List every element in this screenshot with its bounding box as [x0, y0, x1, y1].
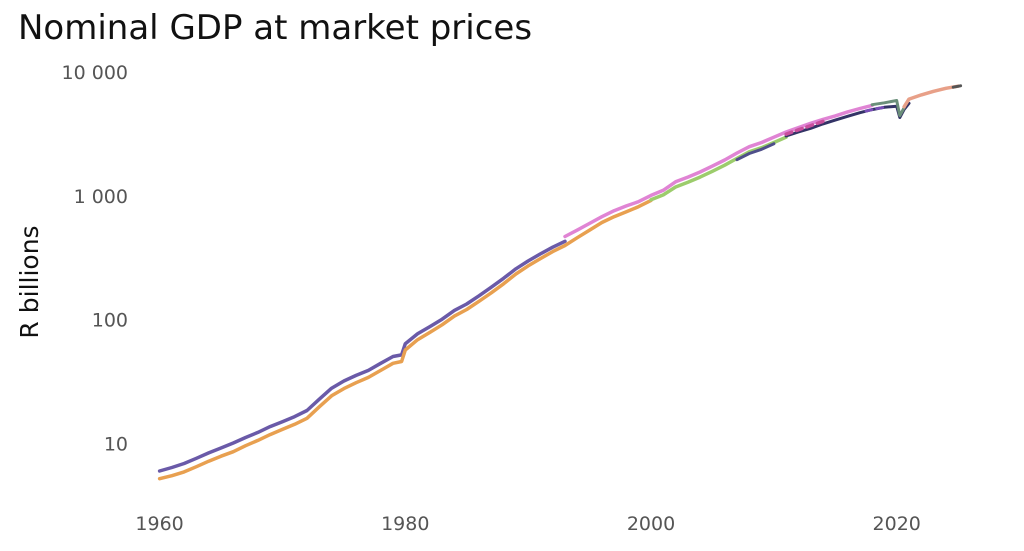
y-tick-label-2: 100: [92, 310, 128, 332]
series-line-7: [784, 119, 825, 136]
series-line-5: [735, 142, 776, 162]
y-axis-label: R billions: [15, 225, 44, 338]
x-tick-labels: 1960 1980 2000 2020: [135, 513, 921, 535]
series-line-8: [864, 105, 889, 113]
x-tick-label-2: 1980: [381, 513, 429, 535]
series-line-3: [563, 103, 874, 239]
series-line-10: [902, 84, 960, 109]
y-tick-labels: 10 100 1 000 10 000: [62, 62, 128, 455]
series-layer: [157, 84, 963, 481]
series-line-9: [870, 99, 906, 118]
y-tick-label-3: 1 000: [74, 186, 128, 208]
series-line-6: [784, 101, 911, 138]
x-tick-label-1: 1960: [135, 513, 183, 535]
series-line-11: [951, 84, 963, 89]
x-tick-label-3: 2000: [627, 513, 675, 535]
y-tick-label-4: 10 000: [62, 62, 128, 84]
y-tick-label-1: 10: [104, 434, 128, 456]
chart-title: Nominal GDP at market prices: [18, 8, 533, 48]
series-line-1: [157, 239, 567, 473]
series-line-2: [157, 198, 653, 481]
x-tick-label-4: 2020: [873, 513, 921, 535]
